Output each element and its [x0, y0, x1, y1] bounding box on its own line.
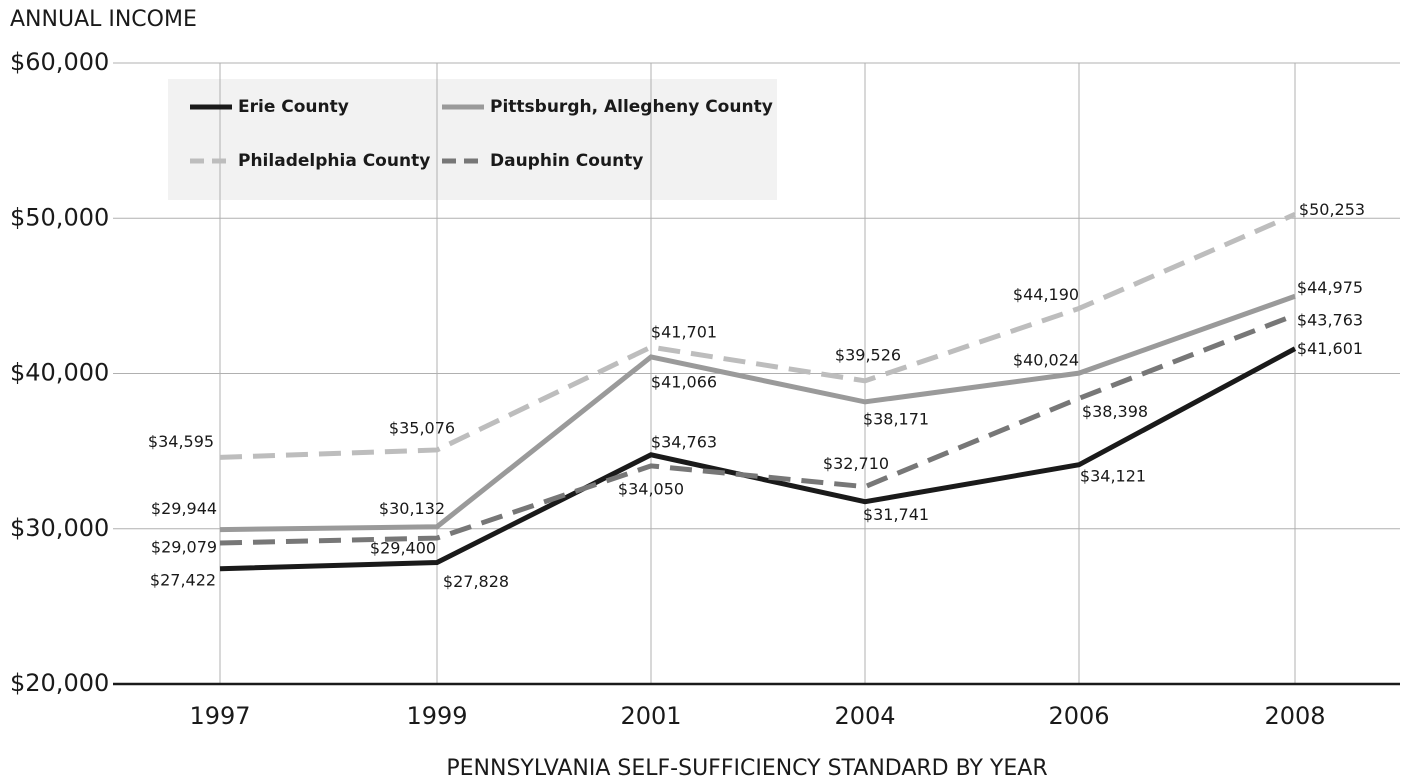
- x-tick-label: 1997: [189, 702, 250, 730]
- series-line: [219, 346, 1297, 572]
- series-line: [219, 312, 1296, 546]
- data-label: $38,171: [863, 409, 929, 428]
- data-label: $34,763: [651, 432, 717, 451]
- data-label: $34,121: [1080, 466, 1146, 485]
- chart-title: ANNUAL INCOME: [10, 7, 197, 32]
- x-tick-label: 1999: [406, 702, 467, 730]
- data-label: $50,253: [1299, 200, 1365, 219]
- data-label: $40,024: [1013, 351, 1079, 370]
- legend-label: Pittsburgh, Allegheny County: [490, 97, 773, 117]
- data-label: $44,190: [1013, 285, 1079, 304]
- legend-label: Philadelphia County: [238, 151, 430, 171]
- data-label: $39,526: [835, 345, 901, 364]
- legend-label: Erie County: [238, 97, 349, 117]
- legend-label: Dauphin County: [490, 151, 643, 171]
- data-label: $32,710: [823, 454, 889, 473]
- x-tick-label: 2004: [834, 702, 895, 730]
- data-label: $44,975: [1297, 278, 1363, 297]
- x-tick-label: 2008: [1264, 702, 1325, 730]
- data-label: $29,400: [370, 539, 436, 558]
- x-tick-label: 2006: [1048, 702, 1109, 730]
- series-line: [219, 293, 1296, 533]
- legend-box: [168, 79, 777, 200]
- data-label: $27,828: [443, 572, 509, 591]
- data-label: $31,741: [863, 505, 929, 524]
- x-tick-label: 2001: [620, 702, 681, 730]
- data-label: $41,601: [1297, 339, 1363, 358]
- data-label: $41,701: [651, 323, 717, 342]
- y-tick-label: $40,000: [10, 359, 109, 387]
- data-label: $29,944: [151, 499, 217, 518]
- data-label: $29,079: [151, 538, 217, 557]
- x-axis-label: PENNSYLVANIA SELF-SUFFICIENCY STANDARD B…: [446, 756, 1047, 781]
- data-label: $30,132: [379, 499, 445, 518]
- data-label: $35,076: [389, 418, 455, 437]
- data-label: $34,050: [618, 479, 684, 498]
- y-tick-label: $30,000: [10, 514, 109, 542]
- data-label: $38,398: [1082, 402, 1148, 421]
- data-label: $27,422: [150, 570, 216, 589]
- data-label: $34,595: [148, 432, 214, 451]
- y-tick-label: $60,000: [10, 48, 109, 76]
- data-label: $43,763: [1297, 311, 1363, 330]
- series-line: [219, 212, 1296, 460]
- data-label: $41,066: [651, 372, 717, 391]
- y-tick-label: $50,000: [10, 203, 109, 231]
- y-tick-label: $20,000: [10, 669, 109, 697]
